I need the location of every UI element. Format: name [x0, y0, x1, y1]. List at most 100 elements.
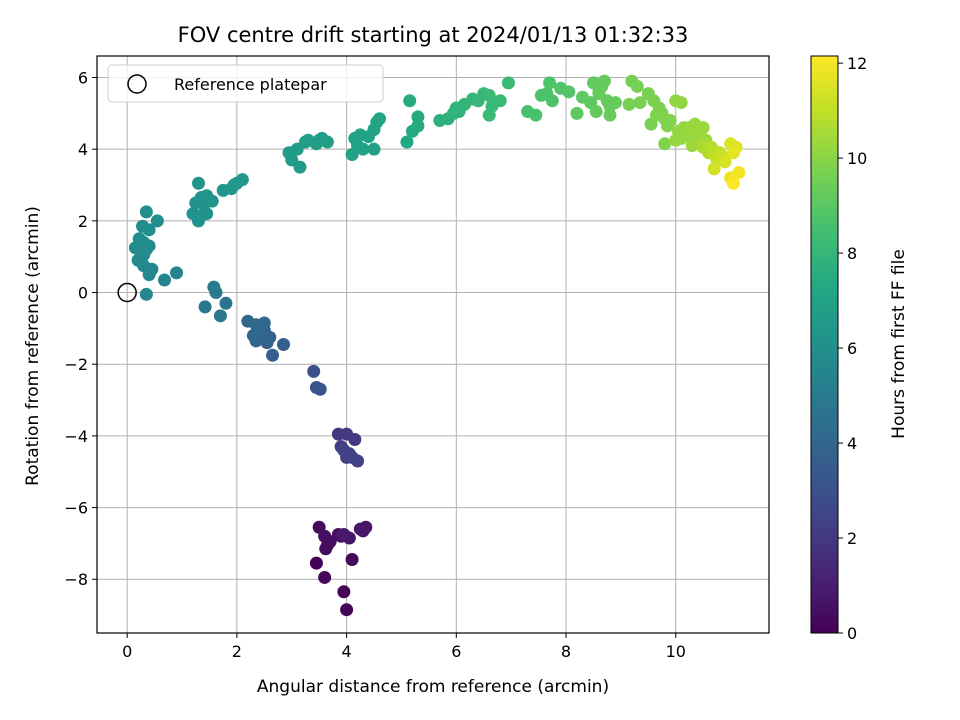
y-tick-label: −2: [64, 355, 88, 374]
data-point: [658, 137, 672, 151]
data-point: [340, 603, 354, 617]
data-point: [227, 178, 241, 192]
y-tick-label: −6: [64, 499, 88, 518]
x-tick-label: 8: [561, 642, 571, 661]
plot-frame: [96, 55, 770, 634]
x-tick-label: 4: [342, 642, 352, 661]
data-point: [529, 108, 543, 122]
y-axis-label: Rotation from reference (arcmin): [23, 206, 43, 486]
y-axis-ticks: −8 −6 −4 −2 0 2 4 6: [64, 69, 97, 589]
colorbar-tick-label: 0: [847, 624, 857, 643]
colorbar-ticks: 0 2 4 6 8 10 12: [838, 54, 867, 643]
reference-platepar-marker: [117, 282, 137, 303]
data-point: [545, 94, 559, 108]
data-point: [608, 96, 622, 110]
data-point: [603, 108, 617, 122]
data-point: [732, 165, 746, 179]
data-point: [663, 114, 677, 128]
data-point: [633, 96, 647, 110]
data-point: [718, 155, 732, 169]
data-point: [337, 443, 351, 457]
x-tick-label: 0: [122, 642, 132, 661]
data-point: [200, 189, 214, 203]
colorbar-label: Hours from first FF file: [889, 249, 909, 439]
y-tick-label: −8: [64, 570, 88, 589]
legend-box: [107, 64, 384, 103]
y-tick-label: −4: [64, 427, 88, 446]
data-point: [318, 570, 332, 584]
data-point: [726, 146, 740, 160]
data-point: [592, 85, 606, 99]
colorbar-tick-label: 4: [847, 434, 857, 453]
data-point: [309, 556, 323, 570]
colorbar-tick-label: 2: [847, 529, 857, 548]
data-point: [650, 108, 664, 122]
data-point: [312, 133, 326, 147]
colorbar-tick-label: 12: [847, 54, 867, 73]
colorbar-tick-label: 8: [847, 244, 857, 263]
data-point: [131, 239, 145, 253]
data-point: [191, 176, 205, 190]
data-point: [674, 96, 688, 110]
data-point: [266, 348, 280, 362]
colorbar-tick-label: 6: [847, 339, 857, 358]
data-point: [313, 382, 327, 396]
data-point: [139, 287, 153, 301]
data-point: [597, 74, 611, 88]
data-point: [353, 522, 367, 536]
data-point: [367, 142, 381, 156]
data-point: [411, 110, 425, 124]
y-tick-label: 2: [78, 212, 88, 231]
data-point: [213, 309, 227, 323]
y-tick-label: 0: [78, 284, 88, 303]
data-point: [345, 553, 359, 567]
data-point: [630, 79, 644, 93]
x-tick-label: 10: [666, 642, 686, 661]
y-tick-label: 6: [78, 69, 88, 88]
data-point: [198, 300, 212, 314]
data-point: [726, 176, 740, 190]
data-point: [219, 296, 233, 310]
x-axis-ticks: 0 2 4 6 8 10: [122, 633, 686, 661]
x-axis-label: Angular distance from reference (arcmin): [257, 677, 609, 697]
data-point: [570, 106, 584, 120]
y-tick-label: 4: [78, 140, 88, 159]
data-point: [589, 105, 603, 119]
data-point: [150, 214, 164, 228]
data-point: [252, 321, 266, 335]
data-point: [277, 338, 291, 351]
data-point: [685, 139, 699, 153]
data-point: [373, 112, 387, 126]
chart-title: FOV centre drift starting at 2024/01/13 …: [178, 23, 689, 47]
data-point: [622, 97, 636, 111]
colorbar: [810, 55, 839, 634]
data-point: [318, 529, 332, 543]
data-point: [411, 119, 425, 133]
data-point: [337, 585, 351, 599]
x-tick-label: 2: [232, 642, 242, 661]
legend: Reference platepar: [107, 64, 384, 103]
data-point: [337, 527, 351, 541]
data-point: [157, 273, 171, 287]
data-point: [707, 162, 721, 176]
data-point: [501, 76, 515, 90]
data-point: [400, 135, 414, 149]
data-point: [403, 94, 417, 108]
legend-entry-reference: Reference platepar: [174, 75, 327, 94]
data-point: [482, 88, 496, 102]
data-point: [493, 94, 507, 108]
data-point: [562, 85, 576, 99]
scatter-points: [128, 74, 746, 617]
data-point: [543, 76, 557, 90]
grid-lines: [97, 56, 769, 633]
data-point: [139, 205, 153, 219]
data-point: [669, 133, 683, 147]
data-point: [142, 223, 156, 237]
colorbar-tick-label: 10: [847, 149, 867, 168]
x-tick-label: 6: [451, 642, 461, 661]
data-point: [170, 266, 184, 280]
data-point: [207, 280, 221, 294]
data-point: [307, 364, 321, 378]
data-point: [348, 432, 362, 446]
